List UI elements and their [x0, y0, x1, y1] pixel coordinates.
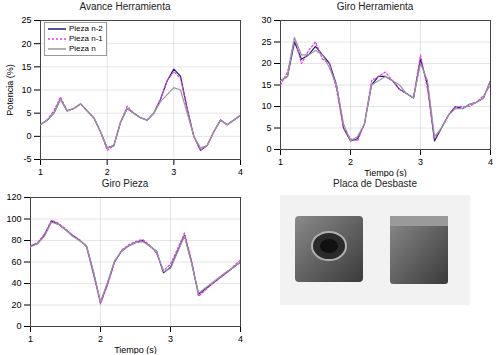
svg-text:0: 0	[16, 321, 21, 331]
svg-text:1: 1	[38, 167, 43, 177]
svg-text:10: 10	[21, 85, 31, 95]
svg-text:3: 3	[418, 157, 423, 167]
html-text:Pieza n-2: Pieza n-2	[69, 24, 103, 33]
svg-text:4: 4	[238, 167, 243, 177]
svg-text:10: 10	[261, 101, 271, 111]
svg-text:30: 30	[261, 15, 271, 25]
svg-text:60: 60	[11, 257, 21, 267]
svg-text:15: 15	[21, 62, 31, 72]
svg-text:80: 80	[11, 235, 21, 245]
svg-text:2: 2	[105, 167, 110, 177]
svg-text:25: 25	[261, 37, 271, 47]
svg-text:2: 2	[348, 157, 353, 167]
html-text:Giro Herramienta: Giro Herramienta	[336, 1, 414, 12]
svg-text:2: 2	[98, 334, 103, 344]
svg-text:5: 5	[26, 108, 31, 118]
svg-text:0: 0	[26, 131, 31, 141]
svg-text:120: 120	[6, 192, 21, 202]
svg-text:1: 1	[278, 157, 283, 167]
svg-text:5: 5	[266, 123, 271, 133]
svg-text:0: 0	[266, 144, 271, 154]
svg-text:20: 20	[21, 39, 31, 49]
svg-text:4: 4	[488, 157, 493, 167]
svg-text:100: 100	[6, 214, 21, 224]
svg-text:3: 3	[168, 334, 173, 344]
svg-text:Potencia (%): Potencia (%)	[5, 64, 15, 116]
html-text:Pieza n-1: Pieza n-1	[69, 34, 103, 43]
svg-text:4: 4	[238, 334, 243, 344]
svg-text:Tiempo (s): Tiempo (s)	[364, 168, 407, 178]
svg-text:3: 3	[171, 167, 176, 177]
svg-text:-5: -5	[23, 154, 31, 164]
svg-text:15: 15	[261, 80, 271, 90]
html-text:Avance Herramienta: Avance Herramienta	[79, 1, 171, 12]
html-text:Pieza n: Pieza n	[69, 44, 96, 53]
html-text:Giro Pieza: Giro Pieza	[101, 178, 149, 189]
svg-text:Tiempo (s): Tiempo (s)	[114, 345, 157, 355]
svg-text:1: 1	[28, 334, 33, 344]
svg-text:40: 40	[11, 278, 21, 288]
svg-text:20: 20	[261, 58, 271, 68]
svg-text:20: 20	[11, 300, 21, 310]
html-text:Placa de Desbaste: Placa de Desbaste	[333, 178, 417, 189]
svg-text:25: 25	[21, 15, 31, 25]
